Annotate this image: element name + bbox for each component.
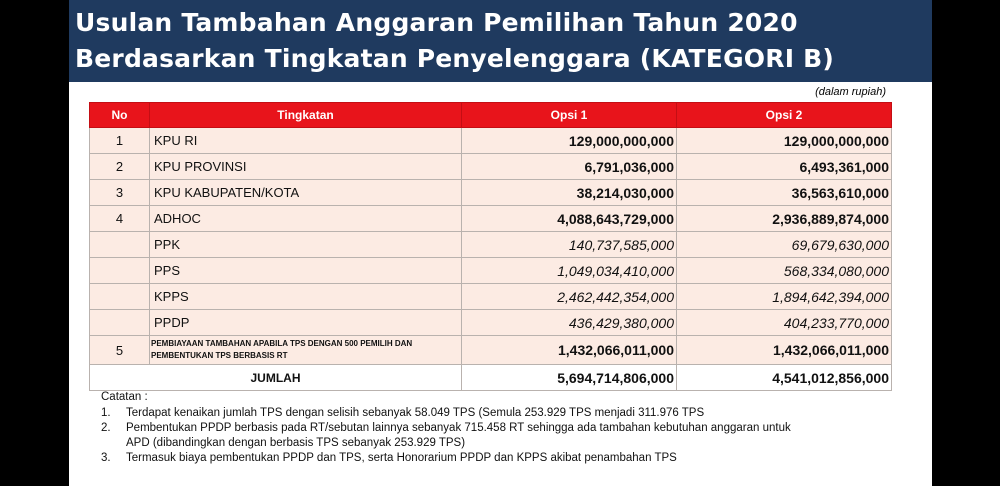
row-no: 4 xyxy=(89,205,150,232)
note-item: 1. Terdapat kenaikan jumlah TPS dengan s… xyxy=(101,406,806,421)
row-tingkatan: ADHOC xyxy=(149,205,462,232)
total-label: JUMLAH xyxy=(89,364,462,391)
row-no xyxy=(89,283,150,310)
row-opsi-1: 4,088,643,729,000 xyxy=(461,205,677,232)
row-no xyxy=(89,309,150,336)
notes-section: Catatan : 1. Terdapat kenaikan jumlah TP… xyxy=(101,390,806,466)
table-row: 2 KPU PROVINSI 6,791,036,000 6,493,361,0… xyxy=(89,153,892,180)
title-banner: Usulan Tambahan Anggaran Pemilihan Tahun… xyxy=(69,0,932,82)
row-opsi-1: 1,049,034,410,000 xyxy=(461,257,677,284)
row-tingkatan: PPK xyxy=(149,231,462,258)
note-text: Terdapat kenaikan jumlah TPS dengan seli… xyxy=(126,407,705,419)
row-tingkatan: PEMBIAYAAN TAMBAHAN APABILA TPS DENGAN 5… xyxy=(149,335,462,365)
note-text: Pembentukan PPDP berbasis pada RT/sebuta… xyxy=(126,422,791,449)
row-tingkatan: PPDP xyxy=(149,309,462,336)
note-text: Termasuk biaya pembentukan PPDP dan TPS,… xyxy=(126,452,677,464)
table-subrow: PPK 140,737,585,000 69,679,630,000 xyxy=(89,231,892,258)
total-opsi-2: 4,541,012,856,000 xyxy=(676,364,892,391)
note-item: 3. Termasuk biaya pembentukan PPDP dan T… xyxy=(101,451,806,466)
table-row: 3 KPU KABUPATEN/KOTA 38,214,030,000 36,5… xyxy=(89,179,892,206)
row-tingkatan: PPS xyxy=(149,257,462,284)
row-no: 5 xyxy=(89,335,150,365)
note-number: 3. xyxy=(101,452,111,464)
row-opsi-1: 2,462,442,354,000 xyxy=(461,283,677,310)
total-row: JUMLAH 5,694,714,806,000 4,541,012,856,0… xyxy=(89,364,892,391)
row-opsi-2: 36,563,610,000 xyxy=(676,179,892,206)
note-number: 2. xyxy=(101,422,111,434)
row-opsi-1: 140,737,585,000 xyxy=(461,231,677,258)
row-tingkatan: KPU RI xyxy=(149,127,462,154)
row-opsi-1: 129,000,000,000 xyxy=(461,127,677,154)
row-no xyxy=(89,231,150,258)
row-opsi-2: 1,432,066,011,000 xyxy=(676,335,892,365)
header-no: No xyxy=(89,102,150,128)
row-opsi-1: 6,791,036,000 xyxy=(461,153,677,180)
row-opsi-2: 1,894,642,394,000 xyxy=(676,283,892,310)
row-opsi-1: 1,432,066,011,000 xyxy=(461,335,677,365)
table-subrow: KPPS 2,462,442,354,000 1,894,642,394,000 xyxy=(89,283,892,310)
row-tingkatan: KPU PROVINSI xyxy=(149,153,462,180)
title-line-2: Berdasarkan Tingkatan Penyelenggara (KAT… xyxy=(75,44,834,73)
slide: Usulan Tambahan Anggaran Pemilihan Tahun… xyxy=(69,0,932,486)
row-opsi-2: 404,233,770,000 xyxy=(676,309,892,336)
table-header-row: No Tingkatan Opsi 1 Opsi 2 xyxy=(89,102,892,128)
row-no: 1 xyxy=(89,127,150,154)
total-opsi-1: 5,694,714,806,000 xyxy=(461,364,677,391)
row-opsi-1: 38,214,030,000 xyxy=(461,179,677,206)
header-opsi-1: Opsi 1 xyxy=(461,102,677,128)
row-opsi-1: 436,429,380,000 xyxy=(461,309,677,336)
row-tingkatan: KPU KABUPATEN/KOTA xyxy=(149,179,462,206)
row-opsi-2: 6,493,361,000 xyxy=(676,153,892,180)
row-no: 3 xyxy=(89,179,150,206)
table-row: 1 KPU RI 129,000,000,000 129,000,000,000 xyxy=(89,127,892,154)
table-row: 4 ADHOC 4,088,643,729,000 2,936,889,874,… xyxy=(89,205,892,232)
row-tingkatan: KPPS xyxy=(149,283,462,310)
row-opsi-2: 129,000,000,000 xyxy=(676,127,892,154)
table-row: 5 PEMBIAYAAN TAMBAHAN APABILA TPS DENGAN… xyxy=(89,335,892,365)
note-number: 1. xyxy=(101,407,111,419)
header-opsi-2: Opsi 2 xyxy=(676,102,892,128)
row-opsi-2: 2,936,889,874,000 xyxy=(676,205,892,232)
table-subrow: PPDP 436,429,380,000 404,233,770,000 xyxy=(89,309,892,336)
table-subrow: PPS 1,049,034,410,000 568,334,080,000 xyxy=(89,257,892,284)
notes-heading: Catatan : xyxy=(101,391,148,403)
title-line-1: Usulan Tambahan Anggaran Pemilihan Tahun… xyxy=(75,8,798,37)
row-opsi-2: 568,334,080,000 xyxy=(676,257,892,284)
header-tingkatan: Tingkatan xyxy=(149,102,462,128)
note-item: 2. Pembentukan PPDP berbasis pada RT/seb… xyxy=(101,421,806,451)
budget-table: No Tingkatan Opsi 1 Opsi 2 1 KPU RI 129,… xyxy=(89,102,892,391)
row-opsi-2: 69,679,630,000 xyxy=(676,231,892,258)
row-no: 2 xyxy=(89,153,150,180)
row-no xyxy=(89,257,150,284)
unit-note: (dalam rupiah) xyxy=(815,86,886,98)
